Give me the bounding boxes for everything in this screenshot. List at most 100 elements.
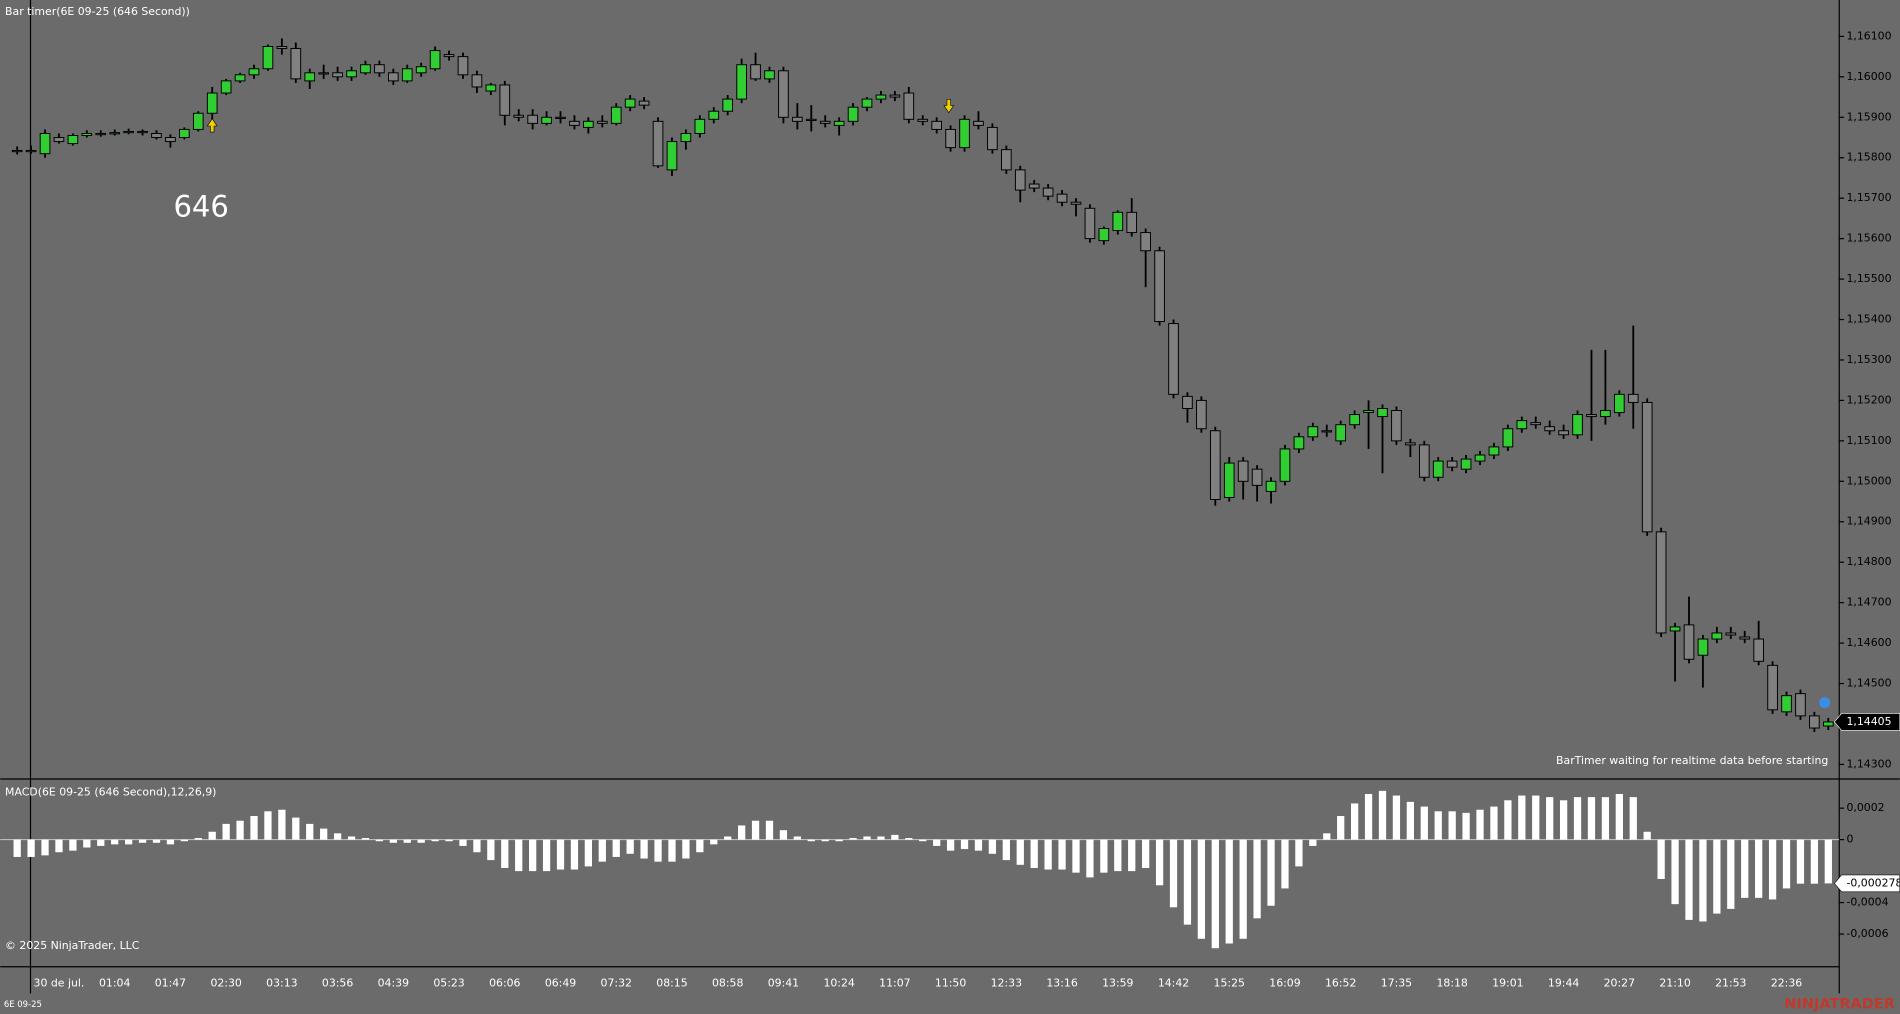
candle-body — [596, 120, 608, 124]
candle — [778, 66, 789, 124]
candle — [165, 134, 176, 148]
candle-body — [1530, 422, 1542, 426]
candle — [1209, 426, 1221, 506]
y-tick-label: 1,15100 — [1846, 434, 1891, 447]
candle-body — [95, 132, 107, 136]
histogram-bar — [166, 839, 175, 845]
candle — [1307, 422, 1319, 441]
candle — [624, 95, 636, 112]
candle-body — [1446, 460, 1458, 468]
histogram-bar — [919, 839, 927, 842]
candle — [987, 123, 998, 154]
candle-body — [1321, 430, 1333, 433]
candle-body — [1418, 444, 1430, 478]
histogram-bar — [69, 839, 77, 851]
candle-body — [1753, 638, 1764, 662]
candle-body — [1112, 211, 1124, 232]
candle — [583, 117, 594, 134]
candle — [248, 64, 260, 79]
candle-body — [304, 72, 316, 82]
histogram-bar — [849, 838, 857, 840]
candle — [1669, 622, 1681, 682]
candle — [1739, 630, 1751, 644]
histogram-bar — [1434, 811, 1442, 840]
histogram-bar — [1364, 793, 1373, 840]
candle-body — [1711, 632, 1723, 640]
histogram-bar — [1350, 803, 1359, 840]
candle — [318, 64, 330, 79]
histogram-bar — [1643, 831, 1651, 840]
x-tick-label: 11:50 — [935, 977, 966, 990]
candle-body — [1781, 695, 1792, 713]
candle — [179, 127, 190, 140]
candle — [694, 115, 706, 138]
candle — [1293, 432, 1305, 453]
candle-body — [360, 64, 371, 74]
candle-body — [1600, 410, 1611, 418]
candle-body — [374, 64, 385, 74]
histogram-bar — [1601, 797, 1610, 840]
x-tick-label: 19:01 — [1492, 977, 1523, 990]
histogram-bar — [1504, 800, 1512, 840]
candle-body — [569, 120, 580, 126]
candle — [1391, 406, 1402, 445]
x-tick-label: 08:15 — [656, 977, 687, 990]
bar-timer-value: 646 — [173, 189, 228, 223]
y-tick-label: 1,14600 — [1846, 636, 1891, 649]
candle-body — [1614, 393, 1625, 414]
candle — [527, 109, 538, 130]
candle-body — [1460, 458, 1472, 470]
candle-body — [290, 48, 302, 80]
candle — [1586, 349, 1597, 441]
up-arrow — [206, 118, 218, 133]
histogram-bar — [1559, 800, 1568, 840]
histogram-bar — [1448, 811, 1456, 840]
histogram-bar — [1629, 797, 1637, 840]
histogram-bar — [960, 839, 969, 850]
y-tick-label: -0,0006 — [1846, 927, 1888, 940]
candle-body — [1349, 414, 1360, 426]
histogram-bar — [737, 825, 746, 840]
histogram-bar — [821, 839, 829, 842]
histogram-bar — [347, 836, 356, 840]
histogram-bar — [696, 839, 704, 853]
candle-body — [750, 64, 761, 80]
histogram-bar — [891, 834, 899, 840]
candle-body — [1822, 721, 1834, 727]
histogram-bar — [1755, 839, 1763, 898]
y-tick-label: 1,14700 — [1846, 596, 1891, 609]
histogram-bar — [724, 836, 732, 840]
candle — [1488, 442, 1500, 460]
candle-body — [443, 54, 455, 58]
copyright: © 2025 NinjaTrader, LLC — [5, 939, 140, 952]
x-tick-label: 08:58 — [712, 977, 743, 990]
histogram-bar — [1128, 839, 1136, 872]
x-tick-label: 21:53 — [1715, 977, 1746, 990]
histogram-bar — [1727, 839, 1735, 909]
candle — [1432, 457, 1444, 482]
candle — [1683, 596, 1695, 664]
status-dot — [1819, 697, 1831, 709]
candle — [137, 129, 148, 136]
histogram-bar — [278, 809, 286, 840]
histogram-bar — [1197, 839, 1206, 939]
candle — [1182, 392, 1193, 423]
candle — [513, 109, 525, 122]
candle — [123, 128, 134, 135]
candle — [1279, 444, 1291, 486]
candle-body — [1725, 632, 1737, 636]
histogram-bar — [83, 839, 91, 848]
candle-body — [527, 114, 538, 124]
candle — [1251, 465, 1263, 502]
histogram-bar — [1824, 839, 1832, 884]
candle-body — [1028, 183, 1040, 189]
candle-body — [541, 116, 552, 124]
candle-body — [1182, 395, 1193, 409]
candle-body — [457, 56, 469, 76]
candle-body — [513, 114, 525, 118]
candle-body — [11, 149, 23, 153]
candle-body — [1391, 410, 1402, 442]
candle — [903, 86, 915, 124]
candle — [1112, 210, 1124, 235]
candle — [819, 115, 831, 128]
